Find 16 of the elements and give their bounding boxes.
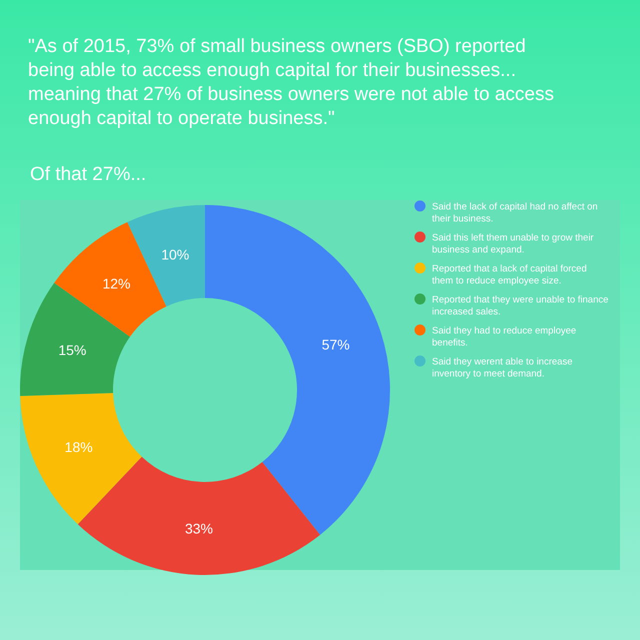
legend-label: Said they had to reduce employee benefits. <box>432 326 576 348</box>
data-label: 10% <box>161 246 190 263</box>
donut-slice <box>78 456 320 575</box>
legend-label: Said this left them unable to grow their business and expand. <box>432 232 594 256</box>
donut-slice <box>20 392 142 524</box>
data-label: 57% <box>322 336 350 352</box>
legend-label: Reported that they were unable to finance increased sales. <box>432 294 608 318</box>
legend-label: Said the lack of capital had no affect on their business. <box>432 202 598 224</box>
data-label: 18% <box>64 438 93 455</box>
data-label: 15% <box>58 342 86 358</box>
legend-label: Said they werent able to increase inventory to meet demand. <box>432 356 572 380</box>
chart-subtitle: Of that 27%... <box>30 164 146 185</box>
data-label: 12% <box>102 275 130 292</box>
chart-title: "As of 2015, 73% of small business owners (SBO) reported being able to access enough capital for their businesses... meaning that 27% of business owners were not able to access enough capital to operate business." <box>28 36 554 129</box>
data-label: 33% <box>184 520 214 536</box>
legend-label: Reported that a lack of capital forced them to reduce employee size. <box>432 264 587 286</box>
